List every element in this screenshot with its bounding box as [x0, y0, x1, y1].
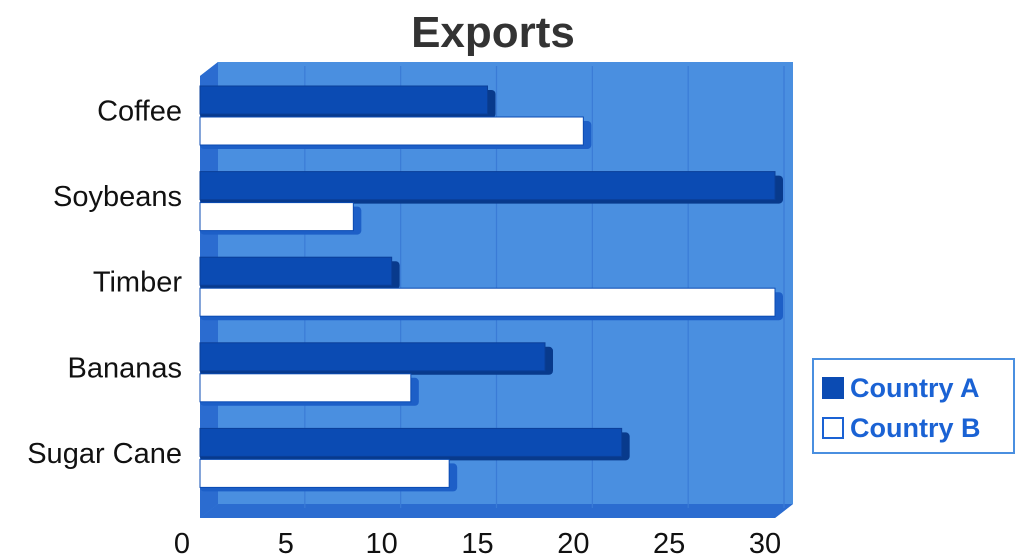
x-tick-label-30: 30 [749, 528, 781, 560]
legend-item-country-b: Country B [822, 408, 1013, 448]
legend-swatch-country-a [822, 377, 844, 399]
category-label-sugar-cane: Sugar Cane [27, 438, 182, 470]
x-tick-label-5: 5 [278, 528, 294, 560]
category-label-bananas: Bananas [68, 352, 183, 384]
bar-country-a-coffee [199, 85, 488, 115]
x-tick-label-0: 0 [174, 528, 190, 560]
x-tick-labels: 0 5 10 15 20 25 30 [174, 528, 781, 560]
bar-country-a-bananas [199, 342, 546, 372]
bar-country-b-soybeans [199, 202, 354, 232]
legend-label-country-a: Country A [850, 372, 980, 403]
bar-country-a-timber [199, 256, 393, 286]
bar-country-b-coffee [199, 116, 584, 146]
category-label-coffee: Coffee [97, 95, 182, 127]
category-label-timber: Timber [93, 267, 182, 299]
plot-floor [200, 504, 793, 518]
bar-country-a-sugar-cane [199, 427, 623, 457]
legend-swatch-country-b [822, 417, 844, 439]
bar-country-b-sugar-cane [199, 458, 450, 488]
category-label-soybeans: Soybeans [53, 181, 182, 213]
bar-country-b-timber [199, 287, 776, 317]
x-tick-label-10: 10 [366, 528, 398, 560]
legend-item-country-a: Country A [822, 368, 1013, 408]
x-tick-label-20: 20 [557, 528, 589, 560]
bar-country-b-bananas [199, 373, 412, 403]
legend-label-country-b: Country B [850, 412, 981, 443]
bar-country-a-soybeans [199, 171, 776, 201]
chart-title: Exports [411, 8, 575, 57]
x-tick-label-25: 25 [653, 528, 685, 560]
x-tick-label-15: 15 [461, 528, 493, 560]
bars [199, 85, 783, 492]
legend: Country A Country B [812, 358, 1015, 454]
category-labels: Coffee Soybeans Timber Bananas Sugar Cane [27, 95, 182, 469]
